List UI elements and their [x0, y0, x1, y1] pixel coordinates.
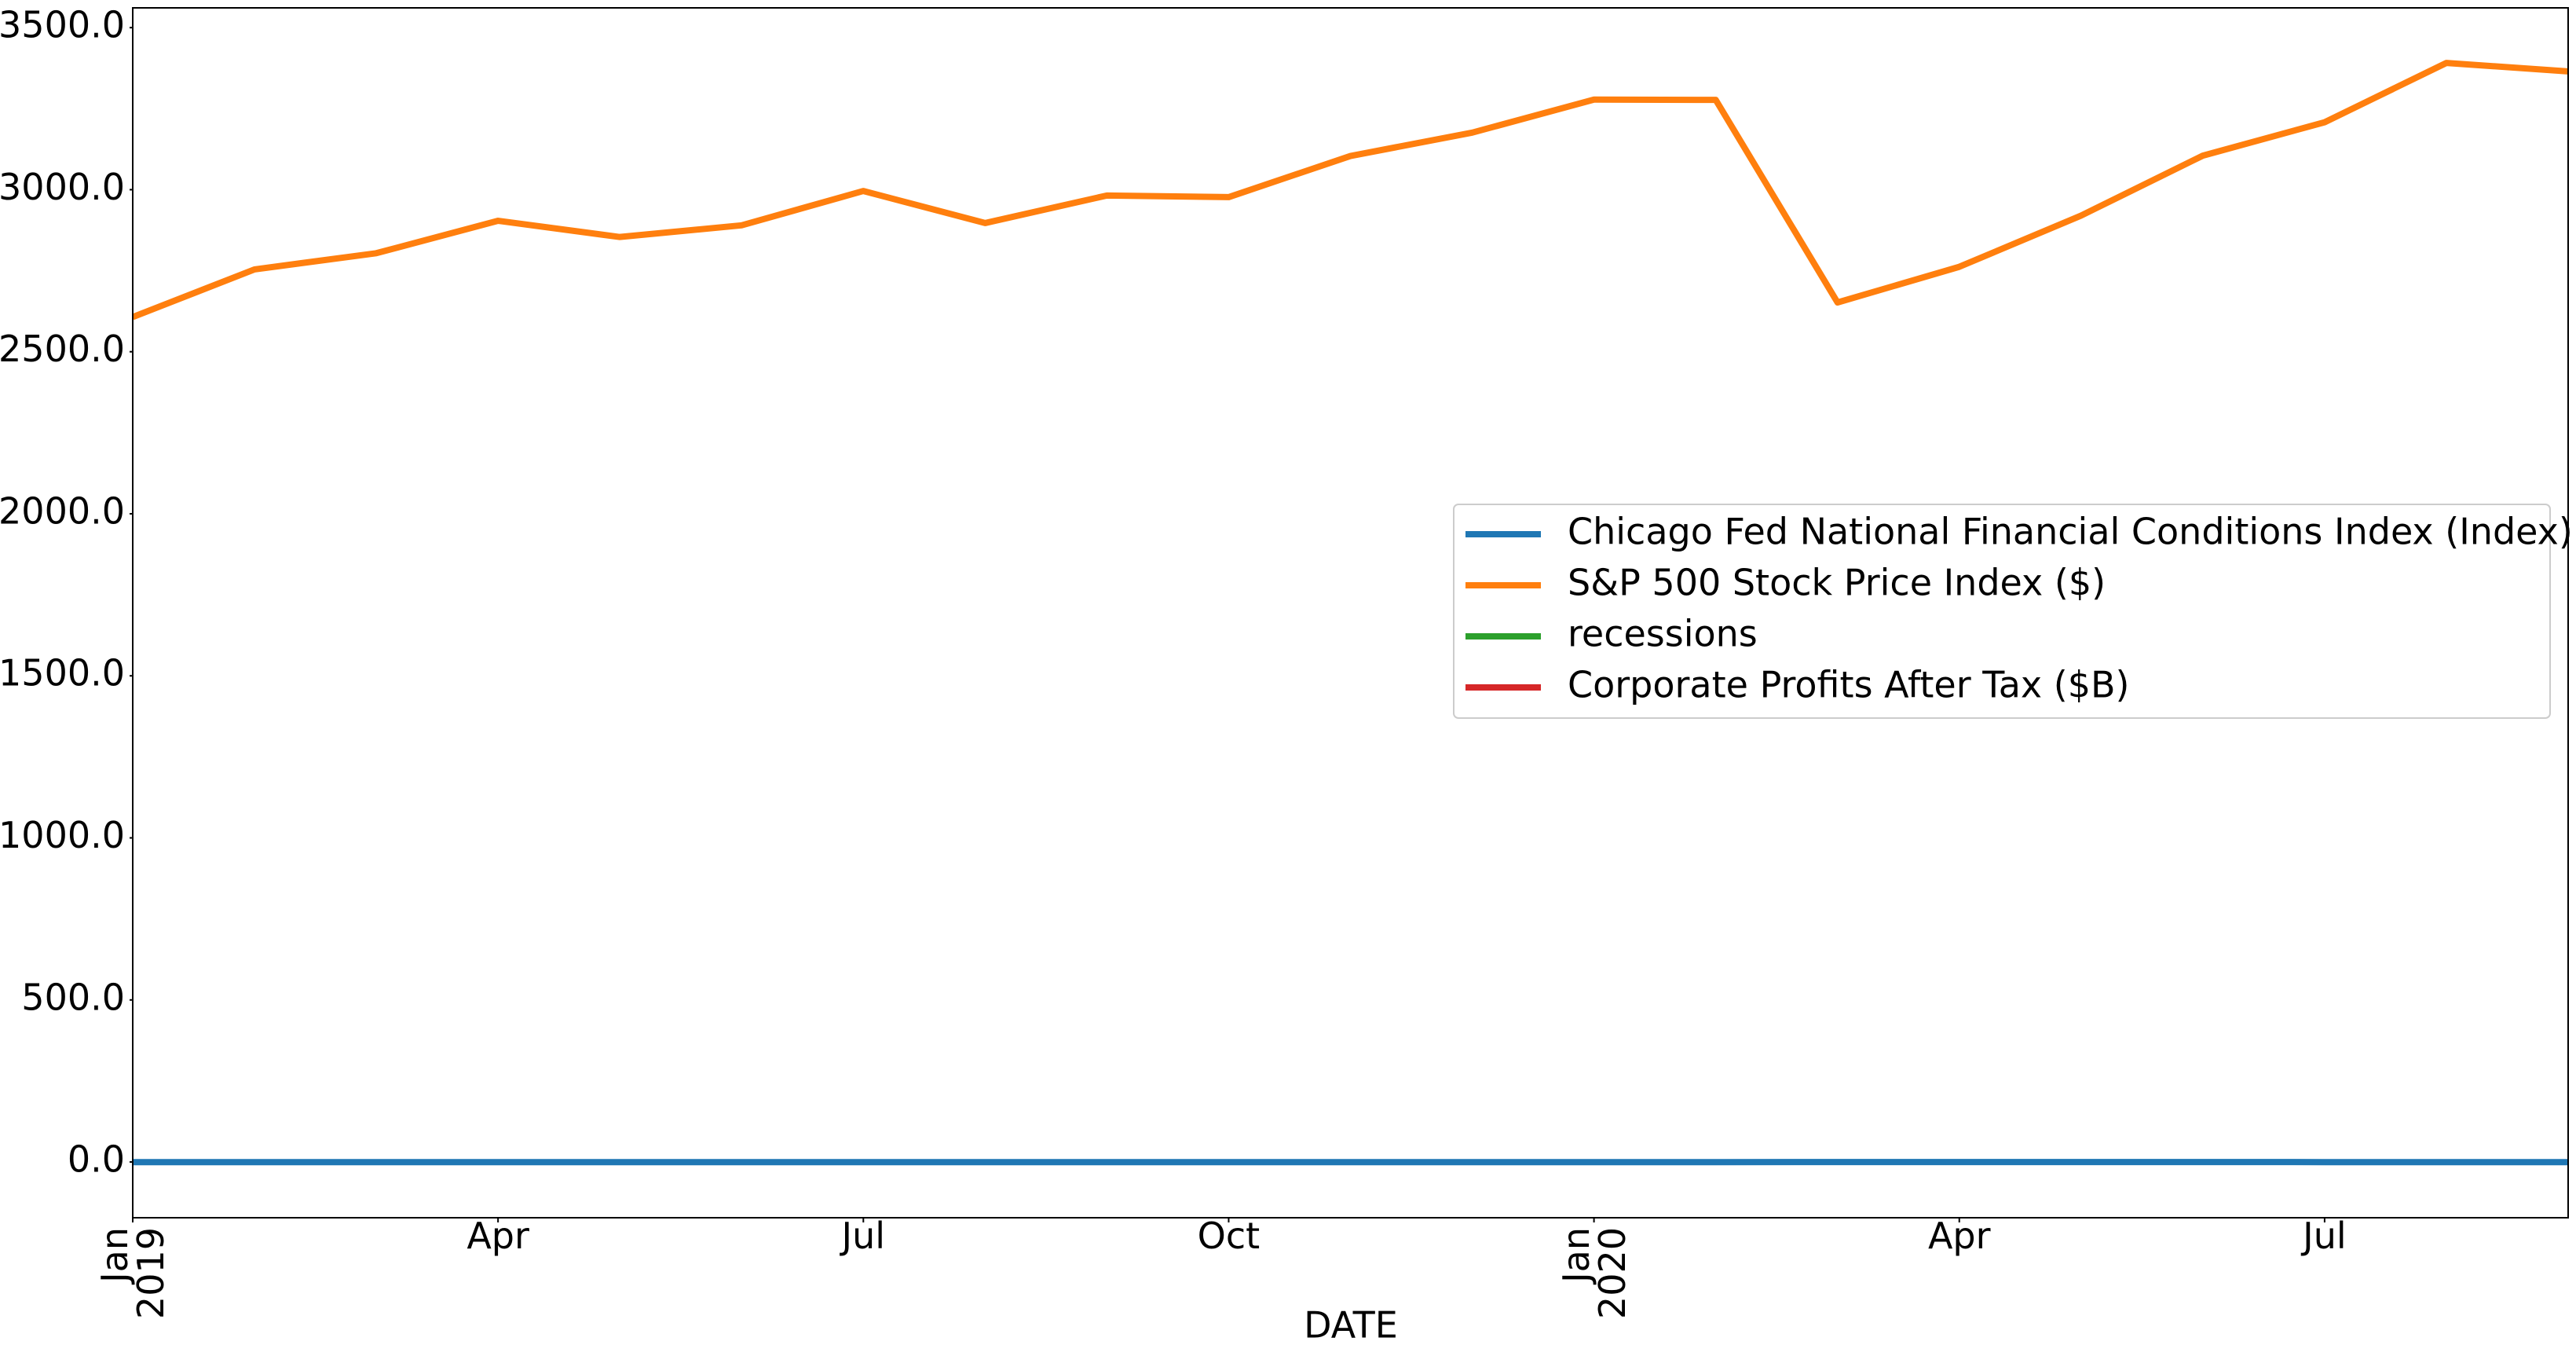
x-tick-label: Jan 2020 [1554, 1227, 1634, 1320]
legend-box [1453, 504, 2551, 719]
legend-label: recessions [1568, 613, 1758, 655]
x-tick-label: Jul [2303, 1215, 2347, 1257]
plot-frame [132, 7, 2569, 1219]
y-tick-label: 1500.0 [0, 652, 125, 694]
x-tick-label: Oct [1197, 1215, 1261, 1257]
x-tick-label: Apr [1927, 1215, 1991, 1257]
series-line [133, 60, 2568, 321]
legend-label: Corporate Profits After Tax ($B) [1568, 664, 2129, 706]
y-tick-label: 2000.0 [0, 489, 125, 532]
plot [133, 60, 2568, 1166]
x-axis-label: DATE [1304, 1304, 1398, 1347]
y-tick-label: 0.0 [68, 1138, 125, 1181]
legend-label: S&P 500 Stock Price Index ($) [1568, 562, 2106, 604]
y-tick-label: 3000.0 [0, 166, 125, 208]
x-tick-label: Jan 2019 [93, 1227, 172, 1320]
y-tick-label: 1000.0 [0, 814, 125, 856]
legend-label: Chicago Fed National Financial Condition… [1568, 511, 2573, 553]
y-tick-label: 3500.0 [0, 4, 125, 46]
x-tick-label: Apr [467, 1215, 529, 1257]
y-tick-label: 2500.0 [0, 328, 125, 370]
y-tick-label: 500.0 [21, 976, 125, 1018]
x-tick-label: Jul [841, 1215, 886, 1257]
